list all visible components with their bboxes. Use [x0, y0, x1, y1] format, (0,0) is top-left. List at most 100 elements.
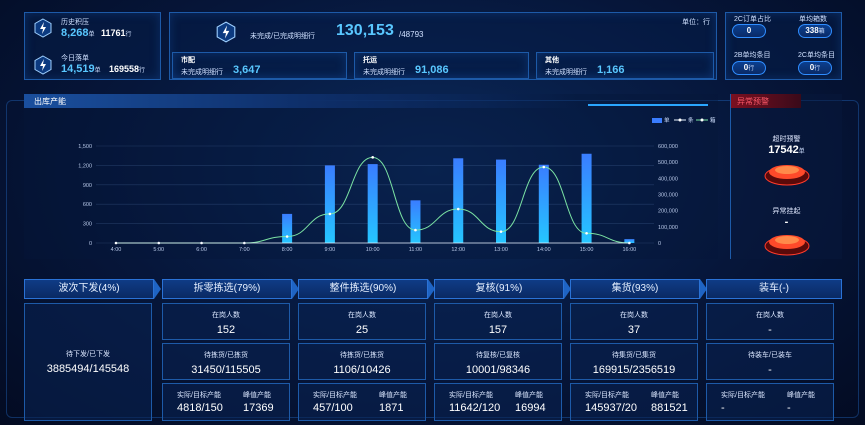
staff-count-card: 在岗人数 157	[434, 303, 562, 340]
group-value: 3,647	[233, 64, 261, 76]
stage-header-wave[interactable]: 波次下发(4%)	[24, 279, 154, 299]
x-tick-label: 16:00	[622, 247, 636, 253]
today-label: 今日落单	[61, 55, 89, 62]
peak-label: 峰值产能	[787, 392, 815, 399]
progress-card: 待拣货/已拣货 31450/115505	[162, 343, 290, 380]
x-tick-label: 4:00	[111, 247, 122, 253]
chart-accent	[588, 104, 708, 106]
x-tick-label: 6:00	[196, 247, 207, 253]
group-card-city: 市配 未完成明细行 3,647	[172, 52, 347, 79]
stat-badge: 0行	[798, 61, 832, 75]
actual-target-label: 实际/目标产能	[313, 392, 357, 399]
x-tick-label: 9:00	[325, 247, 336, 253]
chevron-right-icon	[428, 279, 435, 299]
actual-target-label: 实际/目标产能	[449, 392, 493, 399]
line-point	[414, 228, 417, 232]
stat-badge: 338箱	[798, 24, 832, 38]
x-tick-label: 15:00	[580, 247, 594, 253]
history-rows: 11761行	[101, 28, 132, 38]
legend-swatch-bar	[652, 118, 662, 123]
right-stats-panel: 2C订单占比 0 单均箱数 338箱 2B单均条目 0行 2C单均条目 0行	[725, 12, 842, 80]
y-right-tick-label: 0	[658, 241, 661, 247]
hang-value: -	[784, 216, 789, 228]
stage-header-collect[interactable]: 集货(93%)	[570, 279, 700, 299]
stat-label: 单均箱数	[799, 16, 827, 23]
staff-label: 在岗人数	[484, 312, 512, 319]
capacity-card: 实际/目标产能 4818/150 峰值产能 17369	[162, 383, 290, 421]
progress-value: 10001/98346	[465, 364, 531, 376]
progress-value: 31450/115505	[191, 364, 261, 376]
stage-header-review[interactable]: 复核(91%)	[434, 279, 564, 299]
capacity-card: 实际/目标产能 145937/20 峰值产能 881521	[570, 383, 698, 421]
chevron-right-icon	[564, 279, 571, 299]
wave-value: 3885494/145548	[46, 363, 130, 375]
line-point	[285, 235, 289, 238]
peak-value: 881521	[651, 402, 688, 414]
stat-badge: 0	[732, 24, 766, 38]
peak-label: 峰值产能	[515, 392, 543, 399]
group-label: 未完成明细行	[545, 69, 587, 76]
staff-label: 在岗人数	[620, 312, 648, 319]
y-left-tick-label: 1,200	[78, 163, 92, 169]
y-right-tick-label: 600,000	[658, 144, 678, 150]
capacity-card: 实际/目标产能 11642/120 峰值产能 16994	[434, 383, 562, 421]
progress-value: 169915/2356519	[592, 364, 676, 376]
lightning-icon	[34, 18, 52, 38]
x-tick-label: 7:00	[239, 247, 250, 253]
bar	[410, 200, 421, 243]
progress-value: 1106/10426	[333, 364, 391, 376]
bar	[367, 164, 378, 243]
x-tick-label: 8:00	[282, 247, 293, 253]
staff-value: 25	[355, 324, 369, 336]
main-total: /48793	[399, 30, 424, 39]
peak-label: 峰值产能	[243, 392, 271, 399]
chart-title-bar	[24, 94, 718, 108]
stat-label: 2C订单占比	[734, 16, 771, 23]
main-value: 130,153	[336, 22, 394, 39]
staff-count-card: 在岗人数 152	[162, 303, 290, 340]
staff-value: 152	[216, 324, 236, 336]
peak-value: 16994	[515, 402, 546, 414]
bar	[453, 158, 464, 243]
line-point	[585, 232, 588, 235]
line-point	[328, 212, 332, 216]
stage-header-load[interactable]: 装车(-)	[706, 279, 842, 299]
center-panel: 单位：行 未完成/已完成明细行 130,153 /48793 市配 未完成明细行…	[169, 12, 717, 80]
actual-target-value: 11642/120	[449, 402, 501, 414]
bar	[282, 213, 293, 243]
y-right-tick-label: 200,000	[658, 209, 678, 215]
staff-label: 在岗人数	[212, 312, 240, 319]
y-right-tick-label: 500,000	[658, 160, 678, 166]
actual-target-label: 实际/目标产能	[721, 392, 765, 399]
x-tick-label: 13:00	[494, 247, 508, 253]
staff-label: 在岗人数	[756, 312, 784, 319]
unit-label: 单位：行	[682, 19, 710, 26]
progress-value: -	[768, 364, 772, 376]
group-card-other: 其他 未完成明细行 1,166	[536, 52, 714, 79]
staff-count-card: 在岗人数 25	[298, 303, 426, 340]
progress-card: 待集货/已集货 169915/2356519	[570, 343, 698, 380]
staff-count-card: 在岗人数 -	[706, 303, 834, 340]
progress-label: 待拣货/已拣货	[340, 352, 384, 359]
bar	[324, 165, 335, 243]
chart-title: 出库产能	[34, 97, 66, 106]
group-title: 市配	[181, 57, 195, 64]
stage-header-whole-pick[interactable]: 整件拣选(90%)	[298, 279, 428, 299]
legend-label: 箱	[710, 116, 716, 124]
stage-header-split-pick[interactable]: 拆零拣选(79%)	[162, 279, 292, 299]
actual-target-label: 实际/目标产能	[585, 392, 629, 399]
alarm-disc-icon	[764, 165, 810, 186]
x-tick-label: 14:00	[537, 247, 551, 253]
legend-swatch-dot	[700, 118, 704, 122]
stat-label: 2B单均条目	[734, 52, 771, 59]
peak-label: 峰值产能	[651, 392, 679, 399]
stat-label: 2C单均条目	[798, 52, 835, 59]
alert-title: 异常预警	[737, 97, 769, 106]
progress-label: 待装车/已装车	[748, 352, 792, 359]
x-tick-label: 10:00	[366, 247, 380, 253]
hang-label: 异常挂起	[772, 208, 801, 215]
bar	[496, 159, 507, 243]
group-value: 91,086	[415, 64, 449, 76]
actual-target-value: 457/100	[313, 402, 353, 414]
main-label: 未完成/已完成明细行	[250, 33, 315, 40]
